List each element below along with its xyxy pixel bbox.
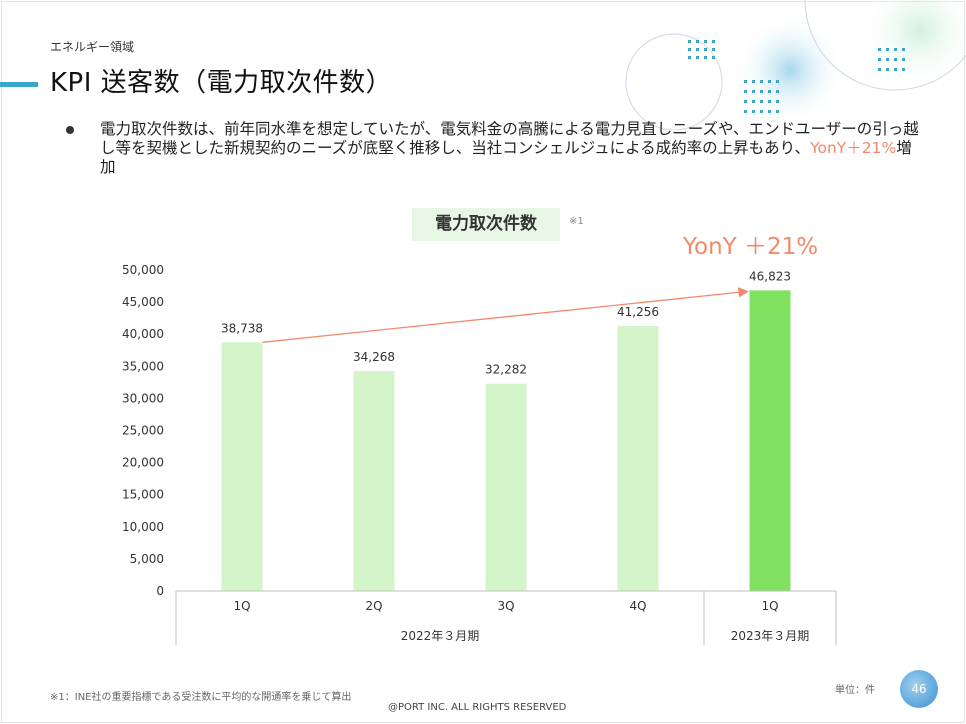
copyright: @PORT INC. ALL RIGHTS RESERVED [388,702,567,713]
page-number: 46 [911,682,927,696]
bar-value-label: 41,256 [617,305,659,319]
title-accent-bar [0,82,38,87]
page-title: KPI 送客数（電力取次件数） [50,68,393,98]
bullet-text-accent: YonY＋21% [810,139,897,157]
y-tick-label: 40,000 [122,327,164,341]
y-tick-label: 20,000 [122,456,164,470]
chart-title-background [412,208,560,241]
bar [485,383,527,591]
bar [221,342,263,591]
category-label: エネルギー領域 [50,40,135,54]
bar [617,326,659,591]
x-group-label: 2022年３月期 [401,629,480,643]
x-group-label: 2023年３月期 [731,629,810,643]
bar-value-label: 38,738 [221,321,263,335]
x-tick-label: 3Q [497,599,514,613]
y-tick-label: 5,000 [130,552,164,566]
chart-title: 電力取次件数 [435,214,537,234]
bar-value-label: 32,282 [485,363,527,377]
footnote: ※1：INE社の重要指標である受注数に平均的な開通率を乗じて算出 [50,692,352,703]
bullet-text: 電力取次件数は、前年同水準を想定していたが、電気料金の高騰による電力見直しニーズ… [100,120,920,177]
y-tick-label: 45,000 [122,295,164,309]
y-tick-label: 15,000 [122,488,164,502]
page-number-badge [900,670,938,708]
y-tick-label: 0 [156,584,164,598]
bar-value-label: 34,268 [353,350,395,364]
bar [353,370,395,591]
bar-value-label: 46,823 [749,269,791,283]
y-tick-label: 50,000 [122,263,164,277]
bullet-text-end: 増加 [100,139,912,176]
trend-arrow [262,287,749,343]
bullet-marker [66,126,74,134]
chart-note-marker: ※1 [569,216,584,227]
y-tick-label: 10,000 [122,520,164,534]
x-tick-label: 1Q [233,599,250,613]
unit-label: 単位：件 [835,685,875,696]
yony-label: YonY ＋21% [683,234,819,260]
y-tick-label: 35,000 [122,359,164,373]
decorative-header-art [625,0,966,130]
x-tick-label: 1Q [761,599,778,613]
y-tick-label: 25,000 [122,424,164,438]
y-tick-label: 30,000 [122,391,164,405]
bullet-text-main: 電力取次件数は、前年同水準を想定していたが、電気料金の高騰による電力見直しニーズ… [100,120,919,157]
x-tick-label: 2Q [365,599,382,613]
bar [749,290,791,591]
x-tick-label: 4Q [629,599,646,613]
